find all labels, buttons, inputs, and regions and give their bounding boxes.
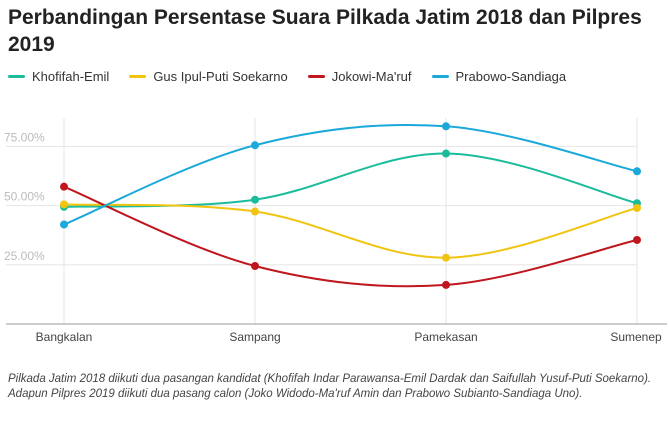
data-point: [633, 167, 641, 176]
data-point: [633, 235, 641, 244]
series-line: [63, 185, 638, 288]
legend-label: Gus Ipul-Puti Soekarno: [153, 68, 288, 84]
y-tick-label: 25.00%: [4, 249, 45, 263]
data-point: [633, 203, 641, 212]
legend-swatch: [431, 74, 449, 78]
data-point: [442, 149, 450, 158]
legend-item-jokowi-maruf[interactable]: Jokowi-Ma'ruf: [307, 68, 412, 84]
x-tick-label: Sumenep: [610, 330, 662, 344]
series-line: [63, 203, 638, 259]
legend-label: Khofifah-Emil: [32, 68, 110, 84]
series-line: [63, 123, 638, 226]
legend-label: Jokowi-Ma'ruf: [331, 68, 412, 84]
data-point: [251, 195, 259, 204]
data-point: [251, 261, 259, 270]
y-tick-label: 75.00%: [4, 130, 45, 144]
x-tick-label: Sampang: [229, 330, 280, 344]
data-point: [442, 122, 450, 131]
x-tick-label: Bangkalan: [36, 330, 93, 344]
data-point: [251, 141, 259, 150]
data-point: [60, 182, 68, 191]
chart-title: Perbandingan Persentase Suara Pilkada Ja…: [8, 6, 642, 56]
legend-item-gus-ipul-puti[interactable]: Gus Ipul-Puti Soekarno: [129, 68, 288, 84]
x-tick-label: Pamekasan: [414, 330, 477, 344]
data-point: [60, 220, 68, 229]
series-line: [63, 152, 638, 208]
data-point: [442, 280, 450, 289]
legend-swatch: [8, 74, 25, 78]
y-tick-label: 50.00%: [4, 190, 45, 204]
legend-swatch: [129, 74, 147, 78]
legend-swatch: [307, 74, 325, 78]
chart-legend: Khofifah-Emil Gus Ipul-Puti Soekarno Jok…: [8, 66, 586, 86]
legend-item-prabowo-sandiaga[interactable]: Prabowo-Sandiaga: [431, 68, 567, 84]
chart-caption: Pilkada Jatim 2018 diikuti dua pasangan …: [8, 373, 652, 400]
line-chart: 25.00% 50.00% 75.00% Bangkalan Sampang Pameka…: [4, 118, 667, 344]
legend-item-khofifah-emil[interactable]: Khofifah-Emil: [8, 69, 109, 84]
data-point: [251, 207, 259, 216]
legend-label: Prabowo-Sandiaga: [455, 68, 567, 84]
data-point: [60, 200, 68, 209]
data-point: [442, 253, 450, 262]
